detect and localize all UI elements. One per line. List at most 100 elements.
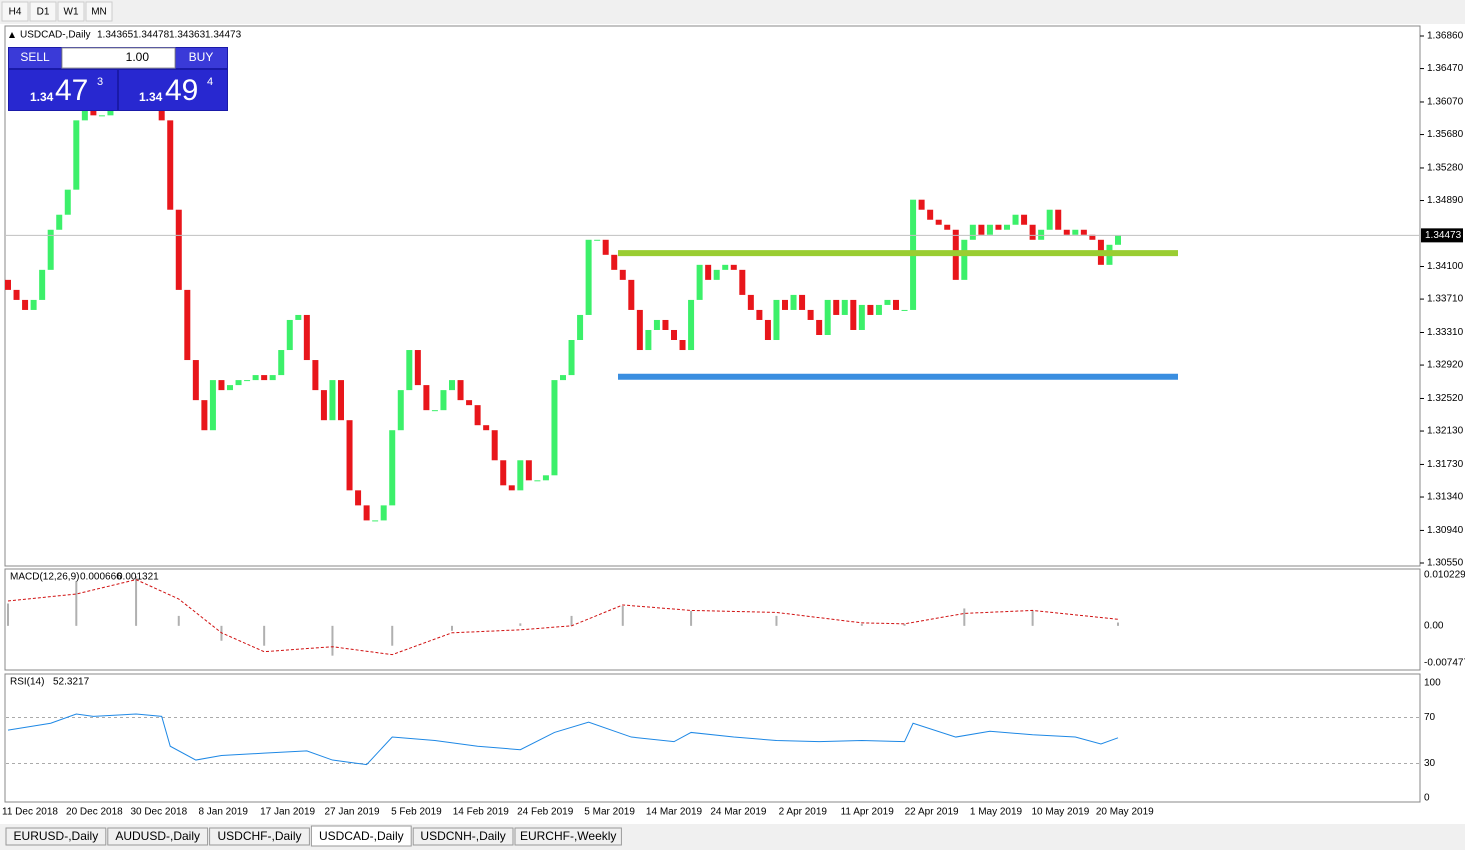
timeframe-button[interactable] (85, 1, 113, 22)
x-tick-label: 17 Jan 2019 (260, 807, 315, 818)
indicator-title: RSI(14) (10, 677, 44, 688)
candle (722, 264, 729, 270)
candle (696, 264, 703, 300)
candle (466, 400, 473, 406)
candle (363, 505, 370, 521)
y-tick-label: 1.33310 (1427, 327, 1464, 338)
candle (1089, 234, 1096, 240)
timeframe-label: W1 (64, 7, 79, 18)
toolbar (0, 0, 1465, 24)
candle (244, 380, 251, 382)
candle (312, 360, 319, 391)
y-tick-label: 0 (1424, 793, 1430, 804)
x-tick-label: 2 Apr 2019 (779, 807, 828, 818)
buy-frac: 4 (207, 76, 213, 88)
x-tick-label: 24 Mar 2019 (710, 807, 767, 818)
chart-tab[interactable] (412, 827, 514, 846)
timeframe-button[interactable] (1, 1, 29, 22)
candle (551, 380, 558, 476)
y-tick-label: 1.34890 (1427, 195, 1464, 206)
macd-bar (621, 605, 624, 626)
candle (423, 385, 430, 411)
sell-button[interactable] (9, 48, 61, 68)
y-tick-label: 30 (1424, 758, 1436, 769)
candle (64, 189, 71, 215)
candle (927, 209, 934, 220)
lot-input[interactable] (61, 47, 176, 69)
timeframe-button[interactable] (29, 1, 57, 22)
candle (380, 505, 387, 521)
y-tick-label: 1.31340 (1427, 492, 1464, 503)
macd-bar (690, 610, 693, 626)
candle (935, 219, 942, 225)
x-tick-label: 1 May 2019 (970, 807, 1023, 818)
candle (47, 229, 54, 270)
candle (483, 425, 490, 431)
chart-title: USDCAD-,Daily (20, 30, 91, 41)
candle (1115, 235, 1121, 245)
y-tick-label: 1.30940 (1427, 525, 1464, 536)
x-tick-label: 10 May 2019 (1031, 807, 1089, 818)
candle (192, 360, 199, 401)
chart-tab[interactable] (310, 825, 412, 847)
timeframe-button[interactable] (57, 1, 85, 22)
buy-price-box[interactable] (119, 70, 227, 110)
macd-bar (963, 608, 966, 626)
candle (1012, 214, 1019, 225)
sell-price-box[interactable] (9, 70, 117, 110)
x-tick-label: 8 Jan 2019 (198, 807, 248, 818)
y-tick-label: 1.34100 (1427, 261, 1464, 272)
candle (850, 299, 857, 330)
candle (961, 239, 968, 280)
candle (645, 329, 652, 351)
candle (5, 279, 11, 290)
y-tick-label: 1.32520 (1427, 393, 1464, 404)
candle (594, 239, 601, 241)
y-tick-label: 1.35280 (1427, 163, 1464, 174)
candle (261, 375, 268, 381)
candle (747, 294, 754, 310)
candle (679, 340, 686, 351)
candle (508, 485, 515, 491)
macd-bar (331, 625, 334, 656)
candles (5, 60, 1121, 522)
tab-label: USDCHF-,Daily (218, 829, 302, 843)
candle (449, 380, 455, 391)
candle (1004, 224, 1010, 230)
current-price-label: 1.34473 (1425, 230, 1462, 241)
macd-bar (263, 625, 266, 646)
chart-tab[interactable] (209, 827, 310, 846)
candle (560, 375, 566, 381)
y-tick-label: 1.31730 (1427, 459, 1464, 470)
candle (782, 299, 788, 310)
candle (901, 309, 908, 311)
x-tick-label: 30 Dec 2018 (130, 807, 187, 818)
candle (739, 269, 746, 295)
candle (56, 214, 63, 230)
chart-tab[interactable] (5, 827, 107, 846)
x-tick-label: 20 Dec 2018 (66, 807, 123, 818)
candle (431, 410, 438, 412)
candle (184, 289, 191, 361)
candle (1046, 209, 1053, 230)
y-tick-label: 70 (1424, 712, 1436, 723)
candle (227, 385, 233, 391)
macd-bar (1117, 622, 1119, 626)
candle (286, 319, 293, 351)
buy-button[interactable] (176, 48, 227, 68)
rsi-panel (4, 673, 1421, 803)
chart-tab[interactable] (514, 827, 622, 846)
candle (756, 309, 763, 320)
candle (440, 390, 447, 411)
quote-value: 1.34365 (97, 30, 134, 41)
macd-bar (75, 581, 78, 626)
chart-tab[interactable] (107, 827, 209, 846)
candle (602, 239, 609, 255)
buy-pips: 49 (165, 74, 198, 107)
candle (986, 224, 993, 235)
rsi-line (7, 713, 1119, 766)
x-tick-label: 22 Apr 2019 (905, 807, 959, 818)
candle (918, 199, 925, 210)
candle (790, 294, 797, 310)
